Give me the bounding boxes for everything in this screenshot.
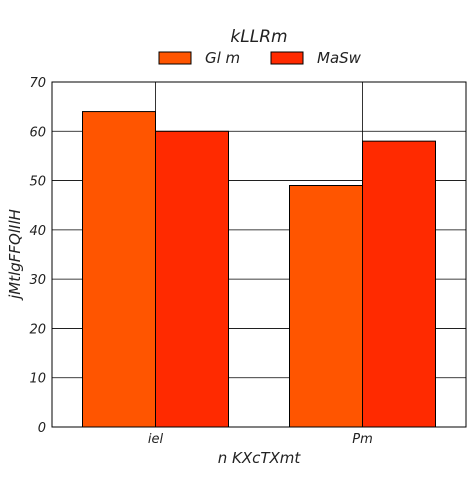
x-tick-label: Pm <box>352 432 373 447</box>
bar-1-1 <box>82 111 156 428</box>
legend-label: Gl m <box>205 49 240 67</box>
legend-label: MaSw <box>317 49 362 67</box>
x-axis-label: n KXcTXmt <box>218 449 302 467</box>
y-axis-label: jMtlgFFQlIlH <box>6 209 24 301</box>
legend-title: kLLRm <box>230 27 287 47</box>
legend: Gl m MaSw <box>158 49 362 67</box>
legend-swatch <box>158 51 192 65</box>
y-tick-label: 70 <box>29 76 46 91</box>
bar-1-2 <box>289 185 363 428</box>
y-tick-label: 10 <box>29 372 46 387</box>
y-tick-label: 0 <box>38 421 46 436</box>
bars-layer <box>82 111 436 428</box>
x-tick-label: iel <box>148 432 164 447</box>
y-tick-label: 20 <box>29 322 46 337</box>
y-tick-label: 60 <box>29 125 46 140</box>
plot-frame <box>51 81 467 428</box>
bar-2-1 <box>155 130 229 428</box>
bar-2-2 <box>362 140 436 428</box>
y-tick-label: 30 <box>29 273 46 288</box>
y-tick-label: 40 <box>29 224 46 239</box>
y-tick-label: 50 <box>29 175 46 190</box>
legend-swatch <box>270 51 304 65</box>
ticks-layer: 0 10 20 30 40 50 60 70 iel Pm <box>29 76 372 447</box>
